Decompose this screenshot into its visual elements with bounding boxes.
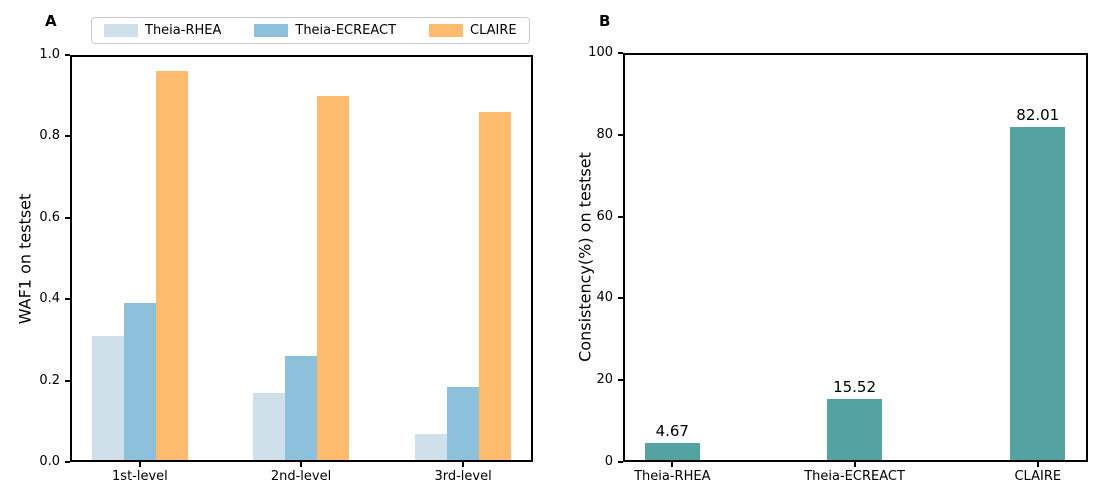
panel-a-y-tick-label: 0.2 xyxy=(39,372,60,388)
panel-b-x-tick-label-claire: CLAIRE xyxy=(1014,469,1062,484)
panel-b-y-axis-label: Consistency(%) on testset xyxy=(575,152,595,362)
panel-b-plot-box xyxy=(623,53,1088,462)
bar-theia-rhea-1st-level xyxy=(91,335,124,462)
panel-a-x-tick xyxy=(138,462,141,467)
panel-a-x-tick-label-2nd-level: 2nd-level xyxy=(270,469,332,484)
legend-label-theia-rhea: Theia-RHEA xyxy=(145,23,222,38)
bar-claire-3rd-level xyxy=(479,111,512,462)
panel-a-x-tick xyxy=(462,462,465,467)
panel-a-y-tick xyxy=(65,379,70,382)
panel-b-x-tick xyxy=(853,462,856,467)
panel-a-x-tick xyxy=(300,462,303,467)
panel-a-y-tick-label: 0.4 xyxy=(39,291,60,307)
panel-b-x-tick-label-theia-ecreact: Theia-ECREACT xyxy=(804,469,905,484)
legend-item-theia-rhea: Theia-RHEA xyxy=(104,23,221,38)
panel-a-y-tick xyxy=(65,461,70,463)
panel-b-y-tick xyxy=(618,133,623,136)
panel-a-y-tick xyxy=(65,216,70,219)
bar-theia-rhea xyxy=(644,442,700,462)
bar-theia-ecreact-1st-level xyxy=(123,303,156,462)
bar-theia-ecreact-2nd-level xyxy=(285,356,318,462)
bar-claire-1st-level xyxy=(155,71,188,462)
panel-b-y-tick-label: 40 xyxy=(596,290,613,306)
panel-a-y-tick-label: 0.0 xyxy=(39,454,60,469)
bar-value-claire: 82.01 xyxy=(1016,105,1060,124)
panel-a-plot-box xyxy=(70,55,533,462)
legend: Theia-RHEA Theia-ECREACT CLAIRE xyxy=(91,17,530,44)
panel-b-letter: B xyxy=(599,12,611,30)
panel-b-y-tick-label: 60 xyxy=(596,208,613,224)
panel-b-x-tick-label-theia-rhea: Theia-RHEA xyxy=(634,469,711,484)
legend-item-claire: CLAIRE xyxy=(429,23,517,38)
panel-b-x-tick xyxy=(671,462,674,467)
legend-label-theia-ecreact: Theia-ECREACT xyxy=(295,23,397,38)
bar-theia-rhea-3rd-level xyxy=(415,433,448,462)
panel-b-y-tick-label: 20 xyxy=(596,372,613,388)
legend-swatch-claire xyxy=(429,24,464,37)
legend-item-theia-ecreact: Theia-ECREACT xyxy=(254,23,396,38)
panel-b-y-tick xyxy=(618,215,623,218)
legend-swatch-theia-rhea xyxy=(104,24,138,37)
panel-a-y-tick-label: 0.6 xyxy=(39,209,60,225)
panel-b-y-tick xyxy=(618,52,623,54)
panel-b-y-tick-label: 100 xyxy=(588,45,613,60)
bar-theia-rhea-2nd-level xyxy=(253,392,286,462)
panel-a-x-tick-label-1st-level: 1st-level xyxy=(112,469,168,484)
bar-claire-2nd-level xyxy=(317,95,350,462)
panel-b-y-tick xyxy=(618,461,623,463)
bar-value-theia-ecreact: 15.52 xyxy=(833,377,877,396)
panel-a-y-tick xyxy=(65,298,70,301)
panel-b-y-tick-label: 80 xyxy=(596,126,613,142)
legend-swatch-theia-ecreact xyxy=(254,24,289,37)
panel-a-y-tick-label: 0.8 xyxy=(39,128,60,144)
panel-b-y-tick xyxy=(618,379,623,382)
legend-label-claire: CLAIRE xyxy=(470,23,517,38)
panel-b-x-tick xyxy=(1036,462,1039,467)
panel-a-y-tick xyxy=(65,135,70,138)
panel-a-y-tick xyxy=(65,54,70,56)
bar-theia-ecreact-3rd-level xyxy=(447,386,480,462)
panel-b-y-tick xyxy=(618,297,623,300)
panel-a-letter: A xyxy=(45,12,57,30)
panel-a-y-tick-label: 1.0 xyxy=(39,47,60,62)
bar-claire xyxy=(1010,126,1066,462)
panel-a-x-tick-label-3rd-level: 3rd-level xyxy=(434,469,492,484)
panel-b-y-tick-label: 0 xyxy=(604,454,613,469)
bar-value-theia-rhea: 4.67 xyxy=(655,421,689,440)
bar-theia-ecreact xyxy=(827,398,883,462)
